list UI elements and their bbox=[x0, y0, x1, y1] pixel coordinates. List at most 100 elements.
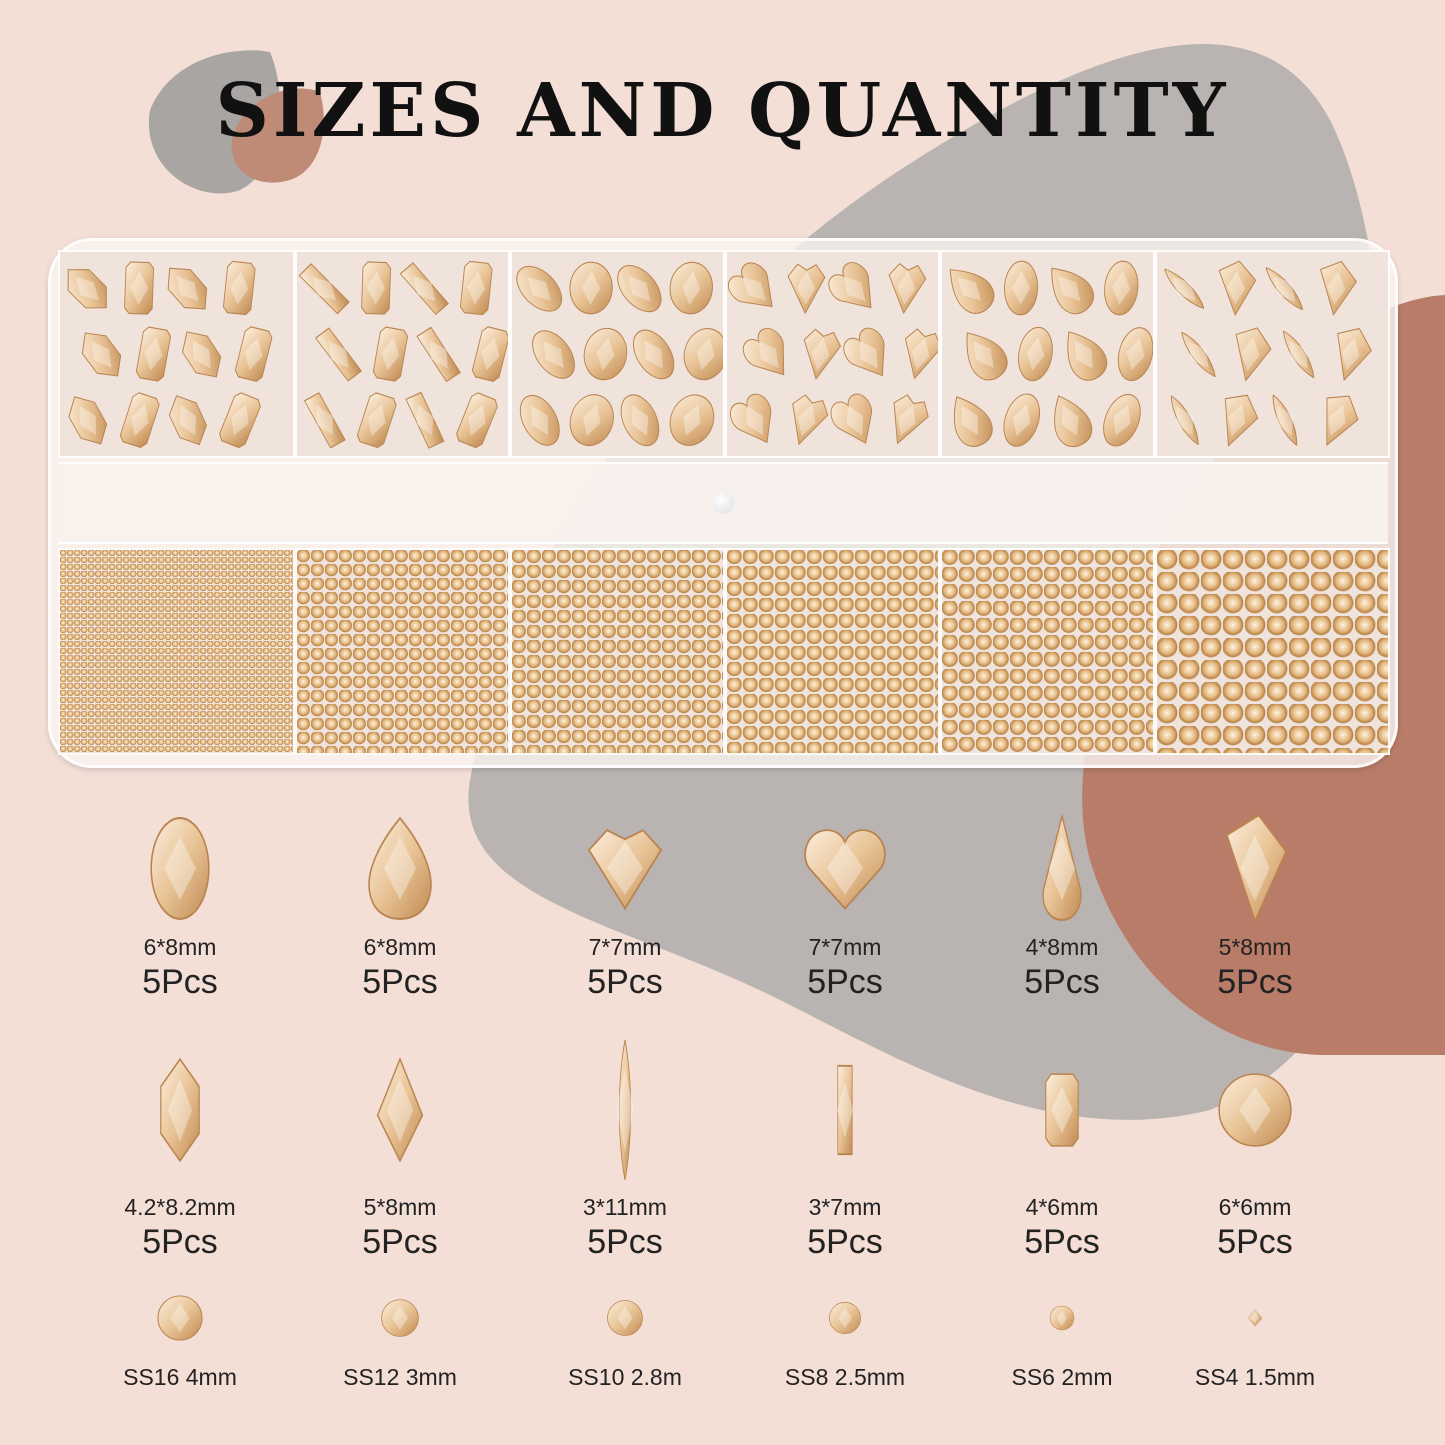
tray-compartment-shaped-gems bbox=[1155, 250, 1390, 458]
gem-quantity-label: 5Pcs bbox=[142, 1223, 218, 1261]
gem-quantity-label: 5Pcs bbox=[142, 963, 218, 1001]
trillion-heart-gem-icon bbox=[873, 386, 938, 456]
teardrop-gem-icon bbox=[1037, 385, 1104, 456]
gem-quantity-label: 5Pcs bbox=[807, 963, 883, 1001]
hexagon-gem-icon bbox=[152, 252, 227, 328]
marquise-gem-icon bbox=[1157, 253, 1224, 329]
gem-size-item: 4.2*8.2mm 5Pcs bbox=[80, 1194, 280, 1262]
oval-gem-icon bbox=[512, 253, 579, 329]
baguette-gem-icon bbox=[825, 1064, 865, 1161]
hexagon-gem-icon bbox=[167, 318, 239, 394]
round-gem-icon bbox=[665, 258, 717, 323]
heart-gem-icon bbox=[800, 823, 890, 918]
trillion-heart-gem-icon bbox=[580, 823, 670, 918]
round-rhinestone-icon bbox=[606, 1299, 644, 1342]
teardrop-gem-icon bbox=[942, 385, 1006, 456]
octagon-gem-icon bbox=[223, 321, 282, 391]
oval-gem-icon bbox=[140, 816, 220, 926]
gem-size-item: 3*7mm 5Pcs bbox=[745, 1194, 945, 1262]
gem-size-item: 7*7mm 5Pcs bbox=[745, 934, 945, 1002]
gem-quantity-label: 5Pcs bbox=[1024, 1223, 1100, 1261]
heart-gem-icon bbox=[822, 385, 889, 456]
hexagon-gem-icon bbox=[150, 1057, 210, 1168]
tray-compartment-shaped-gems bbox=[725, 250, 940, 458]
marquise-gem-icon bbox=[1249, 252, 1324, 328]
gem-size-item: 5*8mm 5Pcs bbox=[1155, 934, 1355, 1002]
octagon-gem-icon bbox=[206, 386, 272, 456]
rhinestone-size-label: SS6 2mm bbox=[1011, 1364, 1113, 1390]
round-rhinestone-icon bbox=[380, 1298, 420, 1343]
oval-gem-icon bbox=[518, 318, 591, 394]
oval-gem-icon bbox=[1007, 322, 1063, 390]
oval-gem-icon bbox=[607, 385, 674, 456]
baguette-gem-icon bbox=[392, 385, 459, 456]
octagon-gem-icon bbox=[362, 322, 418, 390]
octagon-gem-icon bbox=[1035, 1071, 1089, 1154]
baguette-gem-icon bbox=[303, 318, 376, 394]
hexagon-gem-icon bbox=[60, 253, 127, 329]
gem-size-item: 6*8mm 5Pcs bbox=[300, 934, 500, 1002]
marquise-gem-icon bbox=[1264, 318, 1336, 394]
octagon-gem-icon bbox=[443, 386, 508, 456]
octagon-gem-icon bbox=[213, 258, 265, 323]
tray-compartment-round-rhinestones bbox=[940, 548, 1155, 755]
tray-latch bbox=[712, 492, 734, 514]
octagon-gem-icon bbox=[125, 322, 181, 390]
hexagon-gem-icon bbox=[66, 318, 139, 394]
baguette-gem-icon bbox=[297, 385, 361, 456]
octagon-gem-icon bbox=[108, 386, 171, 456]
gem-size-item: 3*11mm 5Pcs bbox=[525, 1194, 725, 1262]
trillion-heart-gem-icon bbox=[890, 321, 938, 391]
kite-gem-icon bbox=[1303, 386, 1369, 456]
kite-gem-icon bbox=[1218, 813, 1292, 928]
round-gem-icon bbox=[658, 386, 723, 456]
octagon-gem-icon bbox=[450, 258, 502, 323]
gem-quantity-label: 5Pcs bbox=[362, 1223, 438, 1261]
octagon-gem-icon bbox=[460, 321, 508, 391]
kite-gem-icon bbox=[1205, 386, 1268, 456]
teardrop-gem-icon bbox=[1034, 252, 1109, 328]
rhinestone-size-label: SS8 2.5mm bbox=[784, 1364, 906, 1390]
oval-gem-icon bbox=[604, 252, 679, 328]
rhombus-gem-icon bbox=[367, 1057, 433, 1168]
pointed-back-rhinestone-icon bbox=[1246, 1309, 1264, 1332]
trillion-heart-gem-icon bbox=[880, 258, 932, 323]
gem-quantity-label: 5Pcs bbox=[1024, 963, 1100, 1001]
marquise-gem-icon bbox=[1163, 318, 1236, 394]
oval-gem-icon bbox=[1105, 321, 1153, 391]
oval-gem-icon bbox=[990, 386, 1053, 456]
gem-size-label: 6*8mm bbox=[363, 934, 437, 960]
tray-compartment-round-rhinestones bbox=[725, 548, 940, 755]
trillion-heart-gem-icon bbox=[782, 259, 830, 322]
gem-size-item: 5*8mm 5Pcs bbox=[300, 1194, 500, 1262]
heart-gem-icon bbox=[834, 318, 906, 394]
round-rhinestone-icon bbox=[156, 1294, 204, 1347]
octagon-gem-icon bbox=[345, 386, 408, 456]
tray-compartment-round-rhinestones bbox=[58, 548, 295, 755]
kite-gem-icon bbox=[1222, 322, 1278, 390]
kite-gem-icon bbox=[1320, 321, 1379, 391]
round-gem-icon bbox=[577, 322, 633, 390]
oval-gem-icon bbox=[997, 259, 1045, 322]
baguette-gem-icon bbox=[404, 318, 476, 394]
round-rhinestone-icon bbox=[828, 1301, 862, 1340]
tray-compartment-shaped-gems bbox=[510, 250, 725, 458]
round-gem-icon bbox=[560, 386, 623, 456]
rhinestone-size-label: SS12 3mm bbox=[343, 1364, 457, 1390]
teardrop-gem-icon bbox=[360, 816, 440, 926]
page-title: SIZES AND QUANTITY bbox=[215, 68, 1230, 154]
marquise-gem-icon bbox=[604, 1037, 646, 1185]
round-gem-icon bbox=[567, 259, 615, 322]
tray-compartment-shaped-gems bbox=[295, 250, 510, 458]
gem-size-item: 7*7mm 5Pcs bbox=[525, 934, 725, 1002]
gem-size-label: 4*6mm bbox=[1025, 1194, 1099, 1220]
oval-gem-icon bbox=[1095, 258, 1147, 323]
gem-size-label: 4*8mm bbox=[1025, 934, 1099, 960]
marquise-gem-icon bbox=[1252, 385, 1319, 456]
gem-size-item: 4*6mm 5Pcs bbox=[962, 1194, 1162, 1262]
gem-size-label: 6*6mm bbox=[1218, 1194, 1292, 1220]
gem-size-item: 6*8mm 5Pcs bbox=[80, 934, 280, 1002]
baguette-gem-icon bbox=[389, 252, 464, 328]
oval-gem-icon bbox=[619, 318, 691, 394]
gem-size-label: 5*8mm bbox=[1218, 934, 1292, 960]
